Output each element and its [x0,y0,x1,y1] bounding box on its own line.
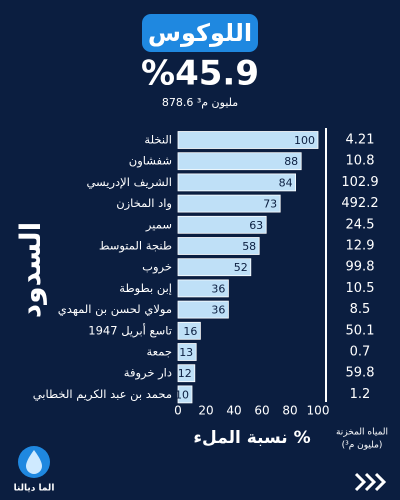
x-tick-label: 100 [307,404,330,418]
category-label: محمد بن عبد الكريم الخطابي [33,387,172,402]
storage-value: 1.2 [350,387,371,402]
brand: الما ديالنا [14,484,55,494]
storage-value: 0.7 [350,345,371,360]
bar-value-label: 84 [279,176,293,189]
bar [177,237,260,255]
chevron [374,472,387,492]
bar-value-label: 63 [249,219,263,232]
storage-value: 99.8 [346,260,375,275]
bar [177,131,319,149]
storage-value: 10.8 [346,154,375,169]
bar-value-label: 13 [179,346,193,359]
chevron [354,472,367,492]
category-label: النخلة [144,133,172,147]
bar-value-label: 16 [183,325,197,338]
storage-value: 12.9 [346,239,375,254]
category-label: شفشاون [129,154,172,169]
headline-percentage: %45.9 [141,54,259,94]
category-label: دار خروفة [124,366,172,381]
x-tick-label: 80 [282,404,297,418]
category-label: خروب [142,260,172,275]
bar [177,364,196,383]
bar [177,152,302,171]
x-axis-title: نسبة الملء % [193,428,310,448]
bar-value-label: 88 [284,155,298,168]
bar [177,258,252,277]
title-pill [142,14,258,52]
storage-value: 4.21 [346,133,375,148]
bar [177,215,267,234]
category-label: الشريف الإدريسي [86,175,172,190]
x-tick-label: 20 [198,404,213,418]
bar [177,194,281,213]
bar-value-label: 36 [211,282,225,295]
chart-title: اللوكوس [148,19,252,47]
x-tick-label: 40 [226,404,241,418]
category-label: واد المخازن [116,196,172,211]
bar [177,343,197,361]
storage-value: 59.8 [346,366,375,381]
bar-value-label: 10 [175,388,189,401]
storage-value: 102.9 [341,175,378,190]
storage-value: 8.5 [350,302,371,317]
logo-drop [26,450,42,474]
logo: الما ديالنا [14,446,55,494]
headline-volume: 878.6 مليون م³ [162,96,238,109]
storage-value: 24.5 [346,217,375,232]
bar-value-label: 52 [234,261,248,274]
chevron [364,472,377,492]
storage-unit: (مليون م³) [342,441,383,451]
storage-value: 50.1 [346,323,375,338]
category-label: جمعة [147,345,172,359]
bar [177,385,193,404]
bar-value-label: 36 [211,304,225,317]
storage-value: 10.5 [346,281,375,296]
storage-title: المياه المخزنة [336,428,388,438]
category-label: طنجة المتوسط [99,239,172,254]
bar-value-label: 73 [263,198,277,211]
bar [177,279,229,298]
y-axis-title: السدود [14,222,47,319]
bar-value-label: 12 [178,367,192,380]
x-tick-label: 60 [254,404,269,418]
bar [177,300,229,319]
category-label: سمير [145,217,172,232]
bar [177,321,201,340]
bar-value-label: 58 [242,240,256,253]
category-label: مولاي لحسن بن المهدي [58,302,172,317]
chevrons [354,472,387,492]
bar [177,173,296,192]
storage-value: 492.2 [341,196,378,211]
category-label: إبن بطوطة [119,281,172,296]
x-tick-label: 0 [174,404,182,418]
category-label: تاسع أبريل 1947 [88,322,172,338]
bar-value-label: 100 [294,134,315,147]
